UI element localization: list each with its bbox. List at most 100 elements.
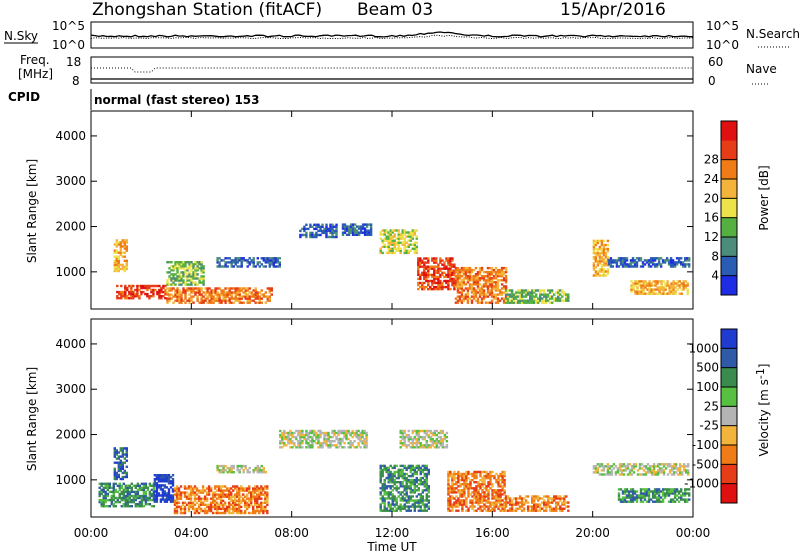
echo-cell (189, 499, 193, 502)
echo-cell (481, 476, 484, 480)
colorbar-tick-label: 1000 (688, 341, 719, 355)
echo-cell (393, 470, 396, 474)
echo-cell (468, 297, 472, 300)
echo-cell (592, 274, 596, 277)
echo-cell (165, 498, 169, 501)
echo-cell (242, 295, 245, 298)
echo-cell (645, 494, 649, 497)
echo-cell (609, 261, 613, 264)
echo-cell (311, 429, 314, 433)
echo-cell (178, 265, 181, 268)
echo-cell (508, 295, 512, 298)
echo-cell (502, 299, 506, 302)
echo-cell (212, 289, 215, 292)
echo-cell (640, 290, 643, 293)
power-colorbar-label: Power [dB] (757, 165, 771, 230)
echo-cell (417, 257, 420, 260)
echo-cell (403, 489, 406, 492)
echo-cell (403, 437, 406, 441)
echo-cell (604, 253, 608, 257)
echo-cell (393, 464, 396, 468)
echo-cell (117, 457, 120, 460)
echo-cell (254, 499, 257, 502)
echo-cell (673, 265, 677, 268)
echo-cell (209, 509, 213, 513)
echo-cell (206, 297, 209, 300)
echo-cell (516, 503, 520, 506)
echo-cell (379, 491, 382, 494)
echo-cell (285, 435, 288, 439)
echo-cell (547, 503, 550, 506)
echo-cell (496, 297, 500, 300)
echo-cell (539, 507, 542, 510)
echo-cell (487, 483, 490, 486)
echo-cell (638, 467, 642, 470)
echo-cell (459, 491, 462, 494)
echo-cell (297, 440, 300, 443)
echo-cell (425, 476, 428, 480)
echo-cell (666, 282, 669, 285)
echo-cell (173, 487, 177, 490)
echo-cell (488, 270, 492, 274)
echo-cell (470, 299, 474, 302)
echo-cell (219, 485, 223, 488)
echo-cell (500, 273, 504, 276)
echo-cell (682, 492, 685, 495)
echo-cell (655, 498, 659, 501)
echo-cell (148, 286, 151, 290)
echo-cell (656, 473, 660, 476)
echo-cell (222, 466, 225, 470)
echo-cell (529, 509, 532, 512)
echo-cell (254, 509, 257, 513)
echo-cell (535, 293, 538, 296)
echo-cell (246, 493, 249, 496)
echo-cell (102, 505, 105, 508)
echo-cell (305, 446, 308, 449)
echo-cell (381, 239, 384, 242)
echo-cell (443, 261, 446, 264)
echo-cell (220, 293, 223, 296)
echo-cell (132, 496, 135, 500)
echo-cell (551, 501, 554, 504)
echo-cell (477, 483, 480, 486)
echo-cell (387, 497, 390, 500)
echo-cell (240, 301, 243, 304)
echo-cell (217, 495, 221, 498)
echo-cell (240, 489, 243, 492)
echo-cell (616, 467, 620, 470)
echo-cell (611, 259, 615, 262)
echo-cell (399, 472, 402, 476)
echo-cell (108, 486, 111, 489)
echo-cell (514, 297, 518, 300)
echo-cell (604, 465, 608, 468)
echo-cell (453, 474, 456, 478)
echo-cell (671, 263, 675, 266)
echo-cell (596, 241, 600, 245)
echo-cell (184, 301, 187, 304)
echo-cell (113, 259, 116, 262)
echo-cell (686, 259, 689, 262)
echo-cell (297, 433, 300, 437)
echo-cell (175, 493, 179, 496)
echo-cell (482, 275, 486, 278)
echo-cell (653, 494, 657, 497)
echo-cell (407, 474, 410, 478)
echo-cell (200, 297, 203, 300)
echo-cell (466, 281, 470, 284)
echo-cell (217, 503, 221, 506)
echo-cell (447, 269, 450, 272)
echo-cell (323, 227, 326, 231)
echo-cell (459, 499, 462, 502)
echo-cell (471, 474, 474, 478)
echo-cell (381, 241, 384, 244)
echo-cell (325, 442, 328, 445)
echo-cell (207, 509, 211, 513)
echo-cell (518, 291, 522, 294)
echo-cell (184, 297, 187, 300)
echo-cell (303, 433, 306, 437)
echo-cell (391, 497, 394, 500)
echo-cell (487, 501, 490, 504)
echo-cell (468, 266, 472, 270)
echo-cell (500, 293, 504, 296)
echo-cell (565, 297, 568, 300)
